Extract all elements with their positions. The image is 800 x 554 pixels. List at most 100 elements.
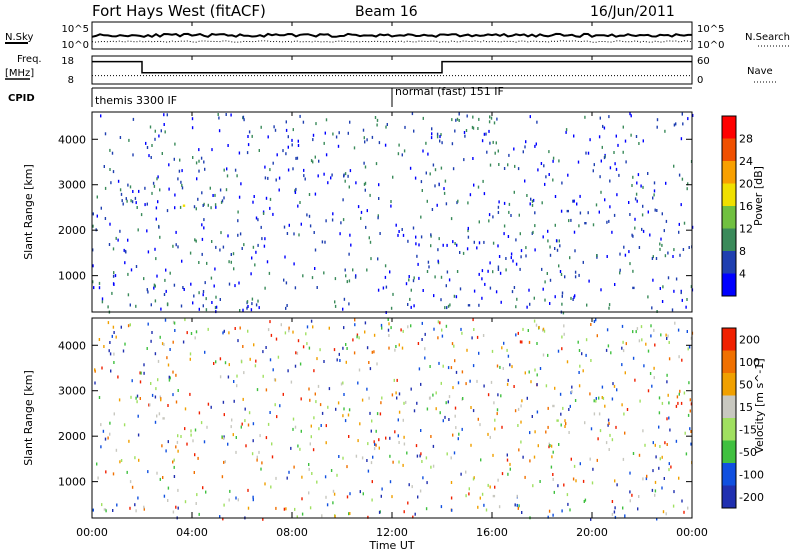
heatmap-cell (285, 507, 287, 511)
heatmap-cell (228, 331, 230, 335)
heatmap-cell (439, 321, 441, 325)
colorbar-tick-label: -50 (739, 446, 757, 459)
heatmap-cell (589, 138, 591, 142)
heatmap-cell (221, 475, 224, 479)
heatmap-cell (673, 490, 675, 494)
heatmap-cell (150, 303, 152, 307)
heatmap-cell (544, 182, 546, 186)
heatmap-cell (357, 439, 359, 443)
heatmap-cell (664, 254, 667, 258)
heatmap-cell (112, 472, 115, 476)
heatmap-cell (210, 405, 212, 409)
heatmap-cell (202, 204, 204, 207)
heatmap-cell (596, 334, 598, 338)
heatmap-cell (467, 201, 469, 205)
heatmap-cell (525, 140, 527, 144)
heatmap-cell (403, 442, 406, 446)
heatmap-cell (365, 225, 367, 229)
heatmap-cell (262, 517, 264, 521)
heatmap-cell (303, 174, 305, 178)
heatmap-cell (387, 328, 390, 332)
heatmap-cell (92, 280, 94, 284)
heatmap-cell (614, 515, 617, 519)
heatmap-cell (509, 467, 511, 471)
heatmap-cell (131, 200, 134, 204)
heatmap-cell (556, 248, 559, 252)
heatmap-cell (168, 163, 170, 167)
heatmap-cell (460, 327, 462, 331)
heatmap-cell (177, 506, 179, 510)
heatmap-cell (357, 205, 360, 209)
heatmap-cell (470, 406, 472, 409)
range-tick-label: 4000 (58, 339, 86, 352)
heatmap-cell (675, 439, 678, 443)
heatmap-cell (162, 476, 164, 479)
heatmap-cell (451, 142, 454, 146)
heatmap-cell (453, 344, 455, 348)
nsearch-label: N.Search (745, 32, 790, 43)
heatmap-cell (434, 275, 436, 279)
heatmap-cell (569, 256, 571, 260)
heatmap-cell (495, 141, 497, 145)
heatmap-cell (650, 334, 652, 338)
heatmap-cell (363, 136, 365, 140)
heatmap-cell (310, 424, 312, 428)
heatmap-cell (495, 290, 498, 294)
heatmap-cell (191, 117, 194, 121)
heatmap-cell (331, 218, 334, 222)
heatmap-cell (622, 349, 625, 353)
heatmap-cell (356, 335, 358, 339)
heatmap-cell (100, 445, 102, 449)
heatmap-cell (666, 443, 668, 446)
heatmap-cell (292, 128, 294, 132)
heatmap-cell (405, 282, 408, 286)
heatmap-cell (461, 427, 463, 431)
heatmap-cell (300, 222, 302, 226)
heatmap-cell (398, 230, 400, 233)
heatmap-cell (420, 452, 422, 456)
heatmap-cell (200, 156, 203, 160)
heatmap-cell (407, 239, 409, 243)
heatmap-cell (234, 284, 236, 288)
heatmap-cell (578, 349, 581, 352)
heatmap-cell (343, 173, 345, 177)
heatmap-cell (239, 326, 241, 330)
heatmap-cell (494, 427, 496, 431)
heatmap-cell (490, 116, 493, 120)
heatmap-cell (124, 249, 127, 253)
heatmap-cell (161, 342, 164, 346)
heatmap-cell (230, 260, 232, 264)
heatmap-cell (599, 429, 602, 433)
heatmap-cell (387, 318, 389, 321)
heatmap-cell (262, 212, 265, 215)
heatmap-cell (642, 229, 645, 233)
heatmap-cell (513, 190, 515, 194)
heatmap-cell (282, 149, 284, 153)
heatmap-cell (161, 444, 163, 448)
heatmap-cell (613, 151, 615, 154)
heatmap-cell (420, 235, 423, 239)
heatmap-cell (422, 116, 424, 120)
heatmap-cell (223, 329, 225, 333)
heatmap-cell (158, 412, 161, 416)
heatmap-cell (542, 327, 545, 331)
heatmap-cell (190, 429, 192, 433)
heatmap-cell (534, 144, 536, 148)
heatmap-cell (294, 286, 297, 290)
heatmap-cell (466, 348, 468, 352)
heatmap-cell (681, 298, 683, 302)
heatmap-cell (296, 515, 298, 519)
heatmap-cell (223, 168, 225, 172)
heatmap-cell (284, 331, 287, 335)
heatmap-cell (528, 340, 531, 344)
heatmap-cell (346, 465, 348, 469)
heatmap-cell (120, 459, 123, 462)
heatmap-cell (112, 170, 115, 174)
heatmap-cell (619, 268, 621, 272)
heatmap-cell (668, 468, 670, 472)
heatmap-cell (629, 499, 631, 503)
heatmap-cell (287, 369, 289, 373)
heatmap-cell (492, 215, 494, 219)
heatmap-cell (163, 113, 165, 117)
colorbar-swatch (722, 116, 736, 139)
